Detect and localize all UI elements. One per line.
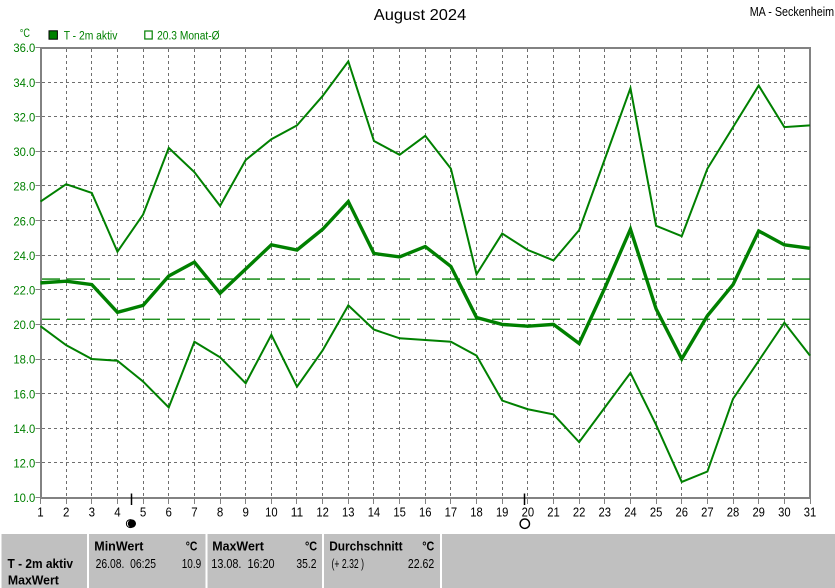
svg-text:28.0: 28.0 [13,180,35,194]
svg-text:16: 16 [419,505,432,520]
svg-text:°C: °C [305,539,318,554]
svg-text:10.9: 10.9 [182,556,202,571]
svg-text:22.0: 22.0 [13,284,35,298]
svg-text:2: 2 [63,505,69,520]
svg-text:12: 12 [316,505,329,520]
svg-text:18: 18 [470,505,483,520]
svg-text:August 2024: August 2024 [374,7,467,24]
svg-text:17: 17 [445,505,458,520]
svg-text:30.0: 30.0 [13,145,35,159]
svg-text:°C: °C [20,26,30,40]
svg-text:MaxWert: MaxWert [8,573,60,588]
svg-text:34.0: 34.0 [13,76,35,90]
svg-text:13.08. 16:20: 13.08. 16:20 [211,556,274,571]
svg-text:°C: °C [186,539,198,554]
svg-text:MA - Seckenheim: MA - Seckenheim [750,5,834,19]
svg-text:4: 4 [114,505,120,520]
svg-text:MaxWert: MaxWert [212,539,264,554]
svg-text:10.0: 10.0 [13,491,35,505]
svg-text:5: 5 [140,505,146,520]
svg-text:25: 25 [650,505,663,520]
svg-text:11: 11 [291,505,304,520]
svg-text:6: 6 [166,505,172,520]
svg-text:27: 27 [701,505,714,520]
svg-text:36.0: 36.0 [13,41,35,55]
svg-text:3: 3 [89,505,95,520]
svg-text:10: 10 [265,505,278,520]
svg-text:35.2: 35.2 [296,556,316,571]
svg-text:29: 29 [752,505,765,520]
svg-text:18.0: 18.0 [13,353,35,367]
svg-text:7: 7 [191,505,197,520]
svg-text:12.0: 12.0 [13,457,35,471]
svg-text:22: 22 [573,505,586,520]
svg-text:MinWert: MinWert [94,539,144,554]
svg-text:28: 28 [727,505,740,520]
svg-text:1: 1 [37,505,43,520]
svg-text:23: 23 [599,505,612,520]
svg-text:13: 13 [342,505,355,520]
svg-text:30: 30 [778,505,791,520]
svg-text:20: 20 [522,505,535,520]
svg-text:T - 2m aktiv: T - 2m aktiv [64,31,118,43]
svg-text:(+ 2.32 ): (+ 2.32 ) [332,556,365,571]
svg-text:8: 8 [217,505,223,520]
svg-text:22.62: 22.62 [408,556,434,571]
svg-text:20.3 Monat-Ø: 20.3 Monat-Ø [157,31,220,43]
svg-text:24: 24 [624,505,637,520]
svg-text:Durchschnitt: Durchschnitt [329,539,403,554]
svg-text:9: 9 [243,505,249,520]
svg-text:T - 2m aktiv: T - 2m aktiv [8,556,74,571]
svg-text:31: 31 [804,505,817,520]
svg-text:15: 15 [393,505,406,520]
svg-text:21: 21 [547,505,560,520]
svg-text:26.08. 06:25: 26.08. 06:25 [96,556,156,571]
svg-text:32.0: 32.0 [13,110,35,124]
svg-text:26.0: 26.0 [13,214,35,228]
svg-text:26: 26 [676,505,689,520]
svg-text:14: 14 [368,505,381,520]
svg-text:14.0: 14.0 [13,422,35,436]
svg-text:24.0: 24.0 [13,249,35,263]
svg-text:20.0: 20.0 [13,318,35,332]
svg-text:16.0: 16.0 [13,387,35,401]
svg-text:°C: °C [422,539,434,554]
svg-text:19: 19 [496,505,509,520]
